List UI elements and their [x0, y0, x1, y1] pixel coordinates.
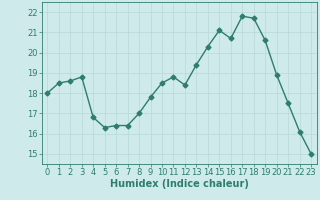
X-axis label: Humidex (Indice chaleur): Humidex (Indice chaleur) — [110, 179, 249, 189]
